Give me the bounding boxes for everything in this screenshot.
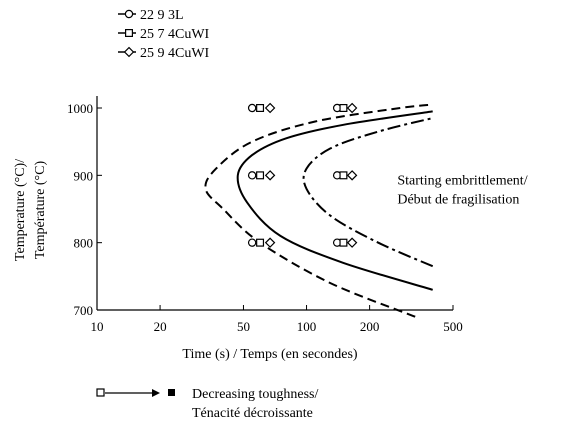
filled-square-icon [168,389,175,396]
data-point-circle [247,238,257,247]
x-tick-label: 20 [154,319,167,334]
curve-dash-dot [302,117,434,268]
data-point-square [339,238,348,247]
arrow-legend: Decreasing toughness/Ténacité décroissan… [96,387,318,421]
legend-marker-diamond [123,46,135,58]
data-point-diamond [346,102,358,114]
y-tick-label: 900 [74,168,94,183]
y-tick-label: 1000 [67,101,93,116]
curves [204,103,434,318]
data-point-square [339,171,348,180]
data-point-square [256,238,265,247]
data-point-square [339,103,348,112]
data-points [247,102,358,248]
x-tick-label: 10 [91,319,104,334]
annotation: Starting embrittlement/Début de fragilis… [397,174,527,208]
annotation-line: Début de fragilisation [397,193,519,208]
y-axis-label-line: Temperature (°C)/ [13,159,28,261]
chart-axes: 10 20 50 100 200 500 700 800 900 1000 [67,96,463,334]
x-tick-label: 500 [443,319,463,334]
arrow-legend-label: Decreasing toughness/ [192,387,318,402]
data-point-square [256,103,265,112]
x-tick-label: 200 [360,319,380,334]
legend: 22 9 3L 25 7 4CuWI 25 9 4CuWI [118,8,210,61]
legend-label: 25 7 4CuWI [140,27,210,42]
x-axis-label: Time (s) / Temps (en secondes) [182,347,358,362]
x-tick-label: 100 [297,319,317,334]
legend-marker-circle [124,9,134,19]
arrow-legend-label: Ténacité décroissante [192,406,313,421]
annotation-line: Starting embrittlement/ [397,174,527,189]
curve-solid [236,110,433,291]
data-point-circle [247,171,257,180]
curve-dashed [204,103,433,318]
data-point-diamond [264,102,276,114]
legend-label: 25 9 4CuWI [140,46,210,61]
y-axis-label: Temperature (°C)/ Température (°C) [13,159,48,261]
y-tick-label: 700 [74,303,94,318]
y-axis-label-line: Température (°C) [33,161,48,260]
legend-marker-square [124,29,133,38]
open-square-icon [96,388,105,397]
data-point-diamond [264,237,276,248]
data-point-diamond [346,170,358,181]
legend-label: 22 9 3L [140,8,184,23]
data-point-diamond [346,237,358,248]
x-tick-label: 50 [237,319,250,334]
data-point-circle [247,103,257,113]
arrowhead-icon [152,389,160,397]
data-point-diamond [264,170,276,181]
y-tick-label: 800 [74,236,94,251]
data-point-square [256,171,265,180]
